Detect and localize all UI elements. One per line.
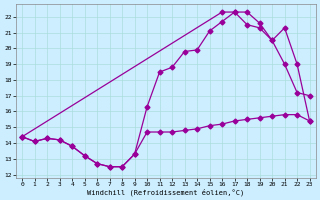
X-axis label: Windchill (Refroidissement éolien,°C): Windchill (Refroidissement éolien,°C) <box>87 188 244 196</box>
